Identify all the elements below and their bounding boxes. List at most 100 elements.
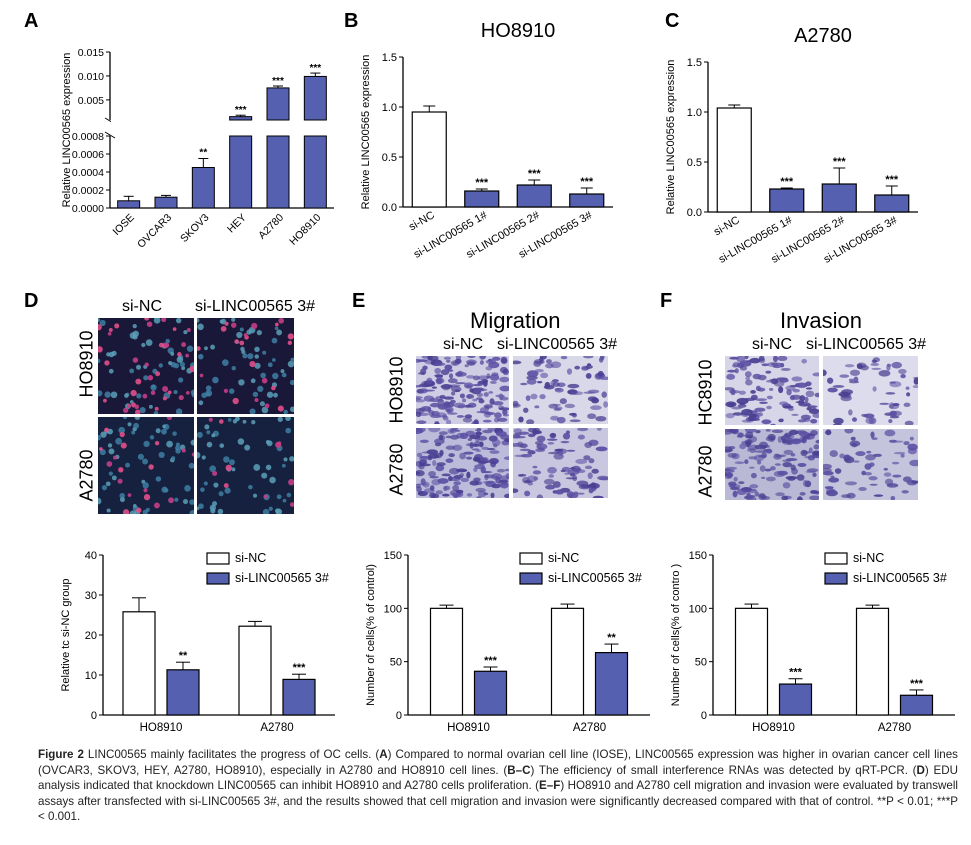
stained-cell xyxy=(549,432,557,439)
edu-positive-dot xyxy=(143,493,151,501)
stained-cell xyxy=(758,454,767,458)
stained-cell xyxy=(884,478,894,486)
stained-cell xyxy=(514,435,526,439)
stained-cell xyxy=(503,456,509,461)
stained-cell xyxy=(725,431,732,435)
bar xyxy=(411,111,447,208)
stained-cell xyxy=(432,459,437,467)
stained-cell xyxy=(437,412,447,418)
stained-cell xyxy=(547,466,557,474)
invasion-image-grid xyxy=(725,356,918,500)
stained-cell xyxy=(559,398,567,405)
stained-cell xyxy=(419,388,428,394)
stained-cell xyxy=(805,435,811,440)
edu-positive-dot xyxy=(288,479,294,486)
stained-cell xyxy=(482,419,492,423)
edu-positive-dot xyxy=(132,357,139,363)
nucleus-dot xyxy=(242,419,247,424)
edu-positive-dot xyxy=(232,397,239,405)
stained-cell xyxy=(784,432,792,438)
stained-cell xyxy=(518,416,524,423)
bar xyxy=(516,184,552,208)
chart-a: 0.0000 0.0002 0.0004 0.0006 0.0008 0.005 0.010… xyxy=(61,47,335,251)
stained-cell xyxy=(754,491,760,497)
nucleus-dot xyxy=(111,475,117,481)
chart-f: 0 50 100 150 Number of cells(% of contro ) **… xyxy=(670,550,955,734)
stained-cell xyxy=(755,429,761,434)
nucleus-dot xyxy=(250,378,256,384)
stained-cell xyxy=(912,385,918,389)
stained-cell xyxy=(729,402,736,406)
edu-positive-dot xyxy=(162,396,167,401)
nucleus-dot xyxy=(239,327,244,332)
stained-cell xyxy=(459,452,467,460)
nucleus-dot xyxy=(231,318,236,322)
stained-cell xyxy=(492,401,504,406)
stained-cell xyxy=(499,376,509,383)
nucleus-dot xyxy=(211,433,216,438)
edu-positive-dot xyxy=(104,360,110,366)
stained-cell xyxy=(583,356,594,359)
panel-f-col-label-si3: si-LINC00565 3# xyxy=(806,336,927,353)
stained-cell xyxy=(455,468,468,473)
nucleus-dot xyxy=(286,492,292,498)
edu-positive-dot xyxy=(127,493,132,497)
stained-cell xyxy=(870,431,875,439)
nucleus-dot xyxy=(108,471,113,476)
significance-label: ** xyxy=(607,632,616,644)
stained-cell xyxy=(785,475,798,480)
stained-cell xyxy=(761,476,766,479)
stained-cell xyxy=(738,481,745,485)
edu-positive-dot xyxy=(150,390,156,396)
stained-cell xyxy=(745,376,751,381)
stained-cell xyxy=(447,369,454,372)
stained-cell xyxy=(576,492,585,495)
nucleus-dot xyxy=(119,497,125,503)
stained-cell xyxy=(484,405,490,411)
stained-cell xyxy=(460,477,469,483)
bar xyxy=(238,625,272,716)
y-tick-label: 1.5 xyxy=(382,52,397,64)
stained-cell xyxy=(483,392,489,397)
stained-cell xyxy=(566,368,573,375)
stained-cell xyxy=(597,475,608,481)
stained-cell xyxy=(465,414,473,419)
stained-cell xyxy=(443,356,452,360)
edu-positive-dot xyxy=(271,385,276,391)
stained-cell xyxy=(893,451,906,455)
migration-image-ho8910-sinc xyxy=(416,356,509,424)
stained-cell xyxy=(513,360,522,365)
edu-positive-dot xyxy=(168,497,174,504)
stained-cell xyxy=(801,436,807,444)
nucleus-dot xyxy=(200,487,205,492)
stained-cell xyxy=(885,392,896,395)
nucleus-dot xyxy=(217,508,224,514)
stained-cell xyxy=(749,357,761,364)
bar-lower-segment xyxy=(303,135,327,209)
stained-cell xyxy=(829,450,838,457)
edu-positive-dot xyxy=(224,321,229,326)
stained-cell xyxy=(741,408,753,416)
nucleus-dot xyxy=(290,406,294,413)
stained-cell xyxy=(754,444,767,450)
nucleus-dot xyxy=(171,456,176,461)
stained-cell xyxy=(575,458,588,464)
stained-cell xyxy=(905,386,910,390)
stained-cell xyxy=(435,377,443,385)
stained-cell xyxy=(543,384,555,390)
edu-positive-dot xyxy=(134,404,140,410)
stained-cell xyxy=(858,486,867,491)
panel-letter-d: D xyxy=(24,290,39,312)
stained-cell xyxy=(426,377,433,385)
stained-cell xyxy=(429,476,439,479)
stained-cell xyxy=(428,470,437,477)
nucleus-dot xyxy=(158,363,163,368)
edu-positive-dot xyxy=(178,394,184,401)
nucleus-dot xyxy=(107,443,113,448)
stained-cell xyxy=(770,423,776,425)
stained-cell xyxy=(865,417,875,425)
stained-cell xyxy=(477,375,489,381)
nucleus-dot xyxy=(198,503,204,510)
nucleus-dot xyxy=(198,353,204,360)
stained-cell xyxy=(734,368,739,374)
